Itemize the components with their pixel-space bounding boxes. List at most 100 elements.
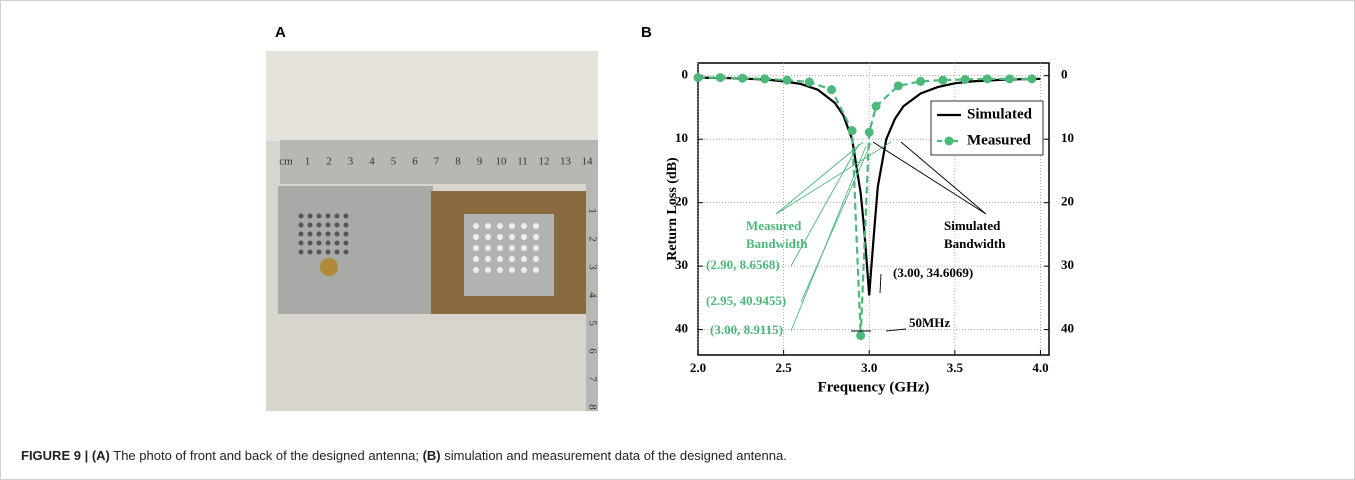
ruler-number: 7: [586, 376, 598, 382]
ruler-number: 1: [586, 208, 598, 214]
via: [325, 249, 331, 255]
ruler-number: 14: [582, 156, 594, 168]
annotation: 50MHz: [909, 315, 950, 330]
ruler-number: 3: [348, 156, 354, 168]
annotation-arrow: [775, 141, 892, 215]
via: [343, 240, 349, 246]
via: [307, 249, 313, 255]
via: [521, 267, 527, 273]
panel-label: B: [641, 24, 652, 41]
data-point: [960, 75, 970, 85]
via: [509, 234, 515, 240]
via: [334, 231, 340, 237]
via: [334, 222, 340, 228]
via: [533, 245, 539, 251]
via: [497, 267, 503, 273]
annotation-arrow: [900, 141, 987, 215]
y-tick-label: 30: [675, 257, 688, 272]
x-axis-label: Frequency (GHz): [818, 379, 930, 395]
data-point: [893, 81, 903, 91]
legend-label: Measured: [967, 132, 1032, 148]
via: [473, 245, 479, 251]
data-point: [693, 73, 703, 83]
x-tick-label: 3.5: [947, 360, 964, 375]
data-point: [738, 73, 748, 83]
y-tick-label: 20: [675, 194, 688, 209]
data-point: [1005, 74, 1015, 84]
ruler-number: 4: [586, 292, 598, 298]
connector: [320, 258, 338, 276]
ruler-number: 5: [391, 156, 397, 168]
annotation: Simulated: [944, 218, 1001, 233]
legend-box: [930, 100, 1044, 156]
via: [307, 222, 313, 228]
via: [485, 223, 491, 229]
patch: [464, 214, 554, 296]
photo-background: [266, 51, 598, 141]
y2-tick-label: 10: [1061, 130, 1074, 145]
via: [497, 256, 503, 262]
data-point: [871, 101, 881, 111]
via: [533, 256, 539, 262]
data-point: [782, 75, 792, 85]
ruler-number: 13: [560, 156, 572, 168]
y2-tick-label: 20: [1061, 194, 1074, 209]
via: [497, 245, 503, 251]
ruler-number: 8: [586, 404, 598, 410]
caption-label: (B): [422, 448, 441, 463]
annotation-arrow: [775, 141, 864, 215]
x-tick-label: 2.0: [690, 360, 706, 375]
via: [485, 234, 491, 240]
panel-label: A: [275, 24, 286, 41]
data-point: [715, 73, 725, 83]
via: [485, 267, 491, 273]
via: [325, 240, 331, 246]
caption-text: simulation and measurement data of the d…: [440, 448, 787, 463]
antenna-front: [278, 186, 433, 314]
via: [509, 245, 515, 251]
via: [316, 240, 322, 246]
via: [343, 213, 349, 219]
ruler-number: cm: [279, 156, 293, 168]
via: [521, 223, 527, 229]
via: [298, 249, 304, 255]
via: [521, 245, 527, 251]
via: [343, 231, 349, 237]
data-point: [1027, 74, 1037, 84]
via: [298, 213, 304, 219]
via: [473, 234, 479, 240]
via: [334, 213, 340, 219]
via: [334, 240, 340, 246]
via: [497, 234, 503, 240]
data-point: [847, 126, 857, 136]
ruler-number: 6: [586, 348, 598, 354]
ruler-number: 4: [369, 156, 375, 168]
caption-text: The photo of front and back of the desig…: [109, 448, 423, 463]
via: [325, 213, 331, 219]
y2-tick-label: 30: [1061, 257, 1074, 272]
via: [473, 267, 479, 273]
via: [509, 223, 515, 229]
x-tick-label: 3.0: [861, 360, 877, 375]
ruler-number: 3: [586, 264, 598, 270]
via: [316, 249, 322, 255]
annotation: Bandwidth: [746, 236, 808, 251]
annotation: (2.95, 40.9455): [706, 293, 786, 308]
via: [509, 267, 515, 273]
via: [298, 222, 304, 228]
ruler-number: 1: [305, 156, 311, 168]
series-line: [697, 76, 1041, 296]
y-tick-label: 0: [682, 67, 689, 82]
ruler: [280, 140, 598, 184]
x-tick-label: 2.5: [775, 360, 792, 375]
annotation: (2.90, 8.6568): [706, 257, 780, 272]
y2-tick-label: 0: [1061, 67, 1068, 82]
via: [325, 222, 331, 228]
y-tick-label: 40: [675, 321, 688, 336]
ruler-number: 6: [412, 156, 418, 168]
via: [316, 213, 322, 219]
data-point: [804, 77, 814, 87]
via: [307, 240, 313, 246]
data-point: [827, 85, 837, 95]
